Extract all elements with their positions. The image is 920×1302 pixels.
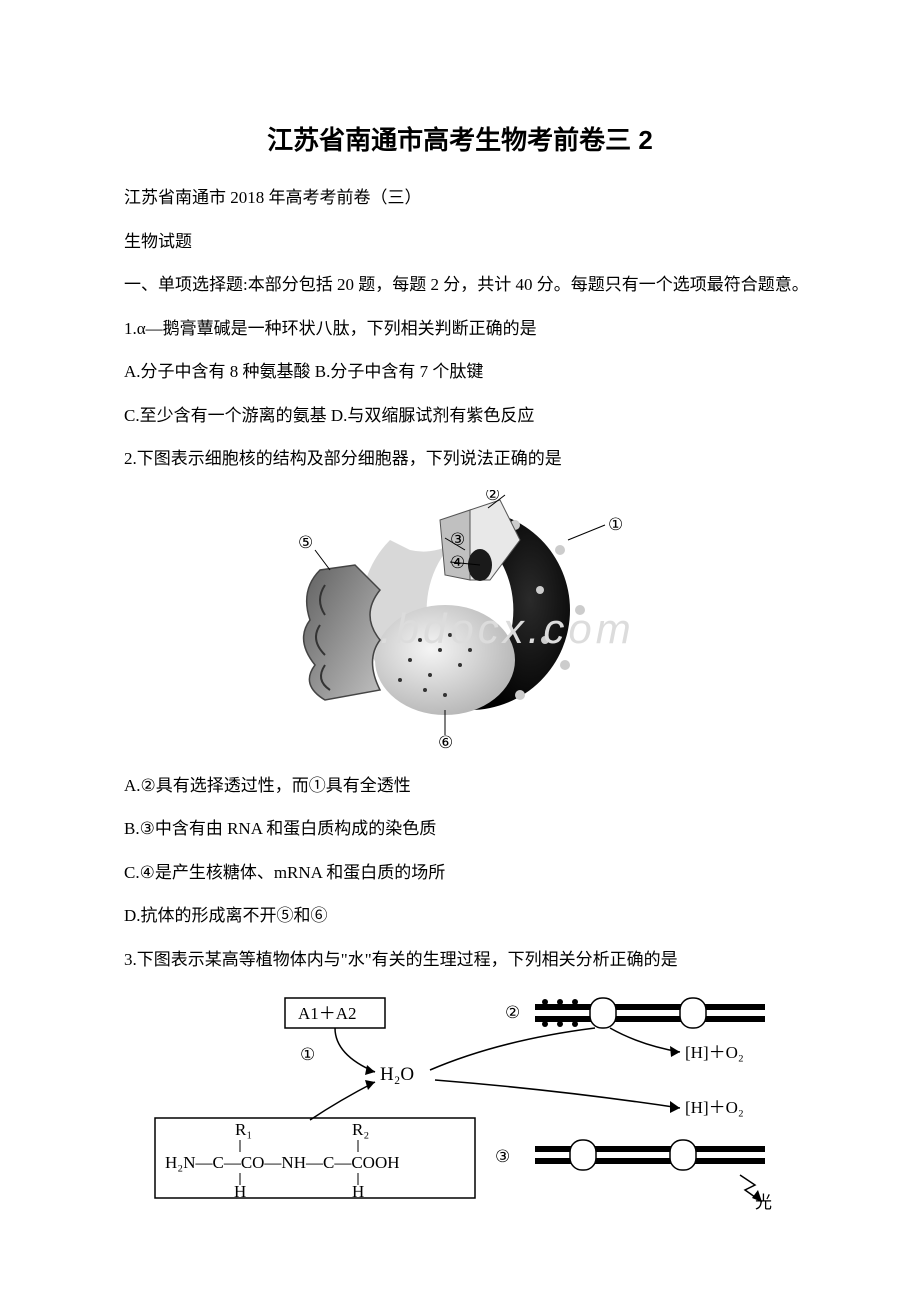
svg-text:H₂N—C—CO—NH—C—COOH: H₂N—C—CO—NH—C—COOH (165, 1153, 400, 1172)
paragraph: 生物试题 (90, 229, 830, 255)
figure-water-process: A1＋A2 ① H₂O R₁ R₂ H₂N—C—CO—NH—C—COOH H H (90, 990, 830, 1215)
svg-text:⑥: ⑥ (438, 733, 453, 750)
question-1: 1.α—鹅膏蕈碱是一种环状八肽，下列相关判断正确的是 (90, 316, 830, 342)
svg-text:光: 光 (755, 1193, 772, 1210)
water-process-svg: A1＋A2 ① H₂O R₁ R₂ H₂N—C—CO—NH—C—COOH H H (140, 990, 780, 1210)
svg-text:①: ① (608, 515, 623, 534)
question-3: 3.下图表示某高等植物体内与"水"有关的生理过程，下列相关分析正确的是 (90, 947, 830, 973)
svg-text:H₂O: H₂O (380, 1064, 414, 1085)
svg-text:[H]＋O₂: [H]＋O₂ (685, 1098, 744, 1117)
paragraph: 江苏省南通市 2018 年高考考前卷（三） (90, 185, 830, 211)
svg-text:[H]＋O₂: [H]＋O₂ (685, 1043, 744, 1062)
question-2-option-a: A.②具有选择透过性，而①具有全透性 (90, 773, 830, 799)
document-title: 江苏省南通市高考生物考前卷三 2 (90, 120, 830, 157)
svg-text:⑤: ⑤ (298, 533, 313, 552)
svg-text:②: ② (485, 490, 500, 504)
paragraph: 一、单项选择题:本部分包括 20 题，每题 2 分，共计 40 分。每题只有一个… (90, 272, 830, 298)
question-1-options: C.至少含有一个游离的氨基 D.与双缩脲试剂有紫色反应 (90, 403, 830, 429)
svg-text:H: H (234, 1182, 246, 1201)
svg-text:R₁: R₁ (235, 1120, 252, 1139)
figure-cell-nucleus: ① ② ③ ④ ⑤ ⑥ .bdocx.com (90, 490, 830, 755)
svg-text:R₂: R₂ (352, 1120, 369, 1139)
question-2-option-d: D.抗体的形成离不开⑤和⑥ (90, 903, 830, 929)
question-2: 2.下图表示细胞核的结构及部分细胞器，下列说法正确的是 (90, 446, 830, 472)
question-2-option-b: B.③中含有由 RNA 和蛋白质构成的染色质 (90, 816, 830, 842)
cell-nucleus-svg: ① ② ③ ④ ⑤ ⑥ (270, 490, 650, 750)
svg-text:④: ④ (450, 553, 465, 572)
svg-text:①: ① (300, 1045, 315, 1064)
svg-text:③: ③ (450, 530, 465, 549)
svg-text:H: H (352, 1182, 364, 1201)
svg-text:③: ③ (495, 1147, 510, 1166)
svg-text:②: ② (505, 1003, 520, 1022)
question-2-option-c: C.④是产生核糖体、mRNA 和蛋白质的场所 (90, 860, 830, 886)
question-1-options: A.分子中含有 8 种氨基酸 B.分子中含有 7 个肽键 (90, 359, 830, 385)
svg-text:A1＋A2: A1＋A2 (298, 1004, 357, 1023)
